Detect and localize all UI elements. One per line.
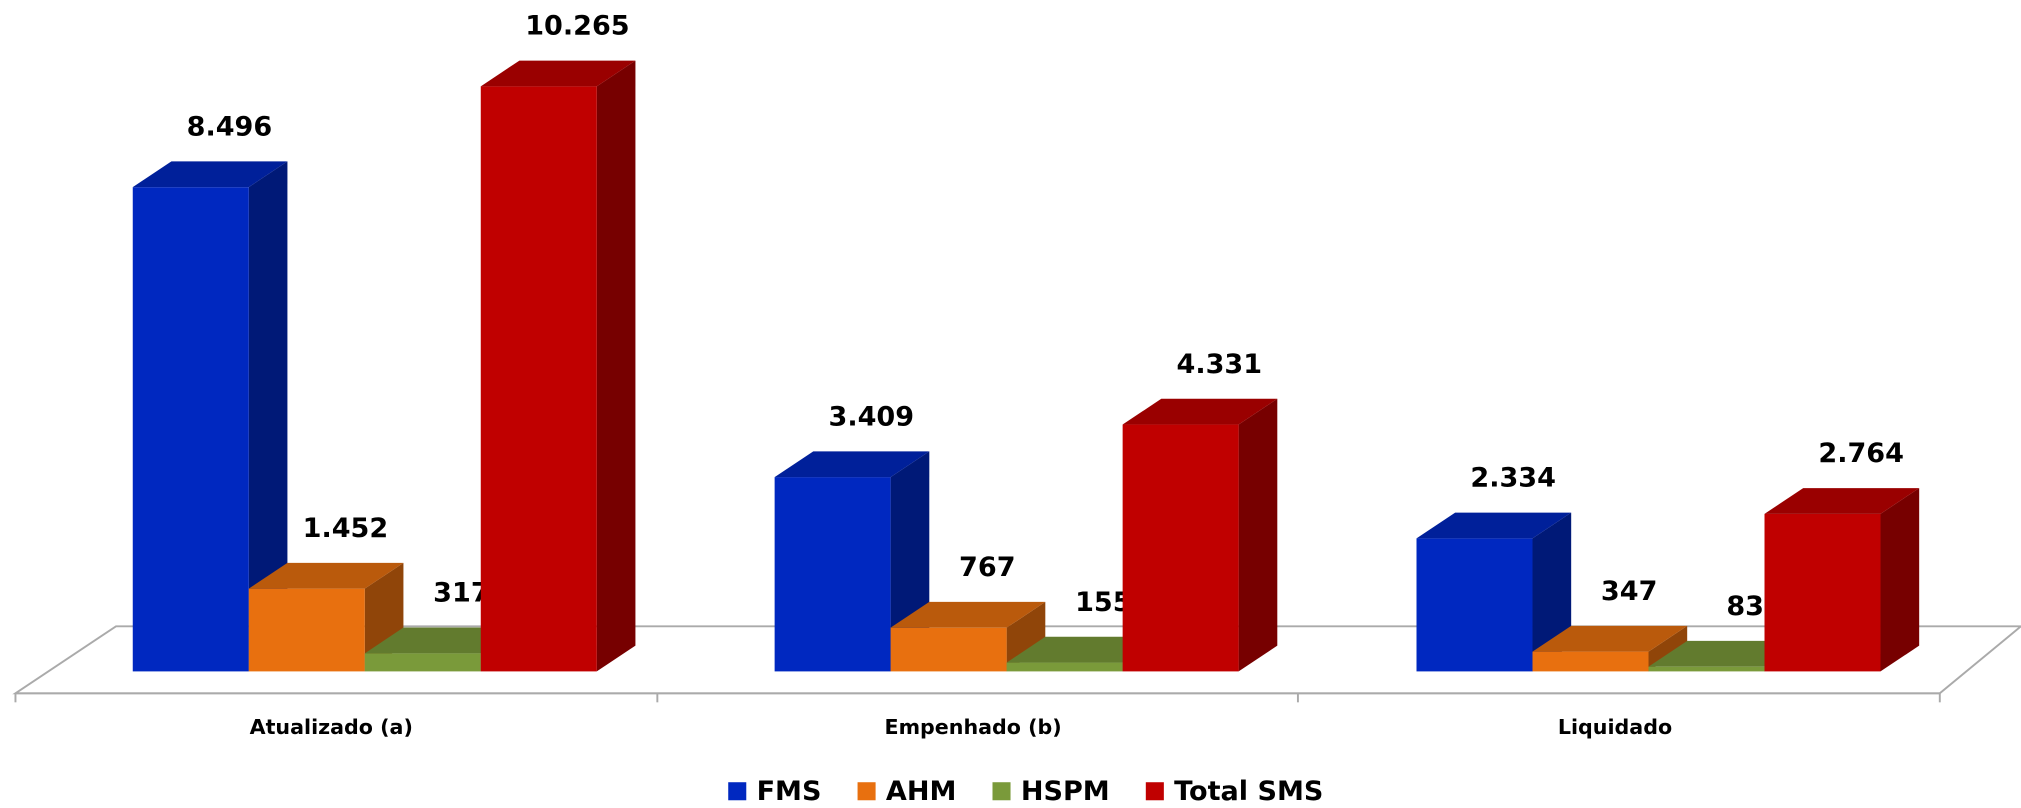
legend-swatch xyxy=(1145,782,1164,801)
bar xyxy=(480,86,597,672)
bar-side xyxy=(1648,625,1688,672)
legend-swatch xyxy=(728,782,747,801)
bar xyxy=(1648,666,1765,672)
bar-top xyxy=(890,601,1046,628)
bar xyxy=(1764,513,1881,672)
bar-top xyxy=(1006,636,1162,663)
value-label: 155 xyxy=(1075,587,1131,618)
value-label: 10.265 xyxy=(525,11,629,42)
value-label: 3.409 xyxy=(829,401,915,432)
legend-label: HSPM xyxy=(1021,776,1110,807)
bar xyxy=(132,187,249,672)
bar-side xyxy=(1880,488,1920,672)
bar-side xyxy=(1532,512,1572,672)
value-label: 8.496 xyxy=(187,111,273,142)
bar xyxy=(1416,538,1533,672)
bar xyxy=(248,588,365,672)
bar-top xyxy=(248,562,404,589)
bar-top xyxy=(1416,512,1572,539)
x-tick-label: Empenhado (b) xyxy=(885,715,1062,739)
bar xyxy=(1122,424,1239,672)
value-label: 83 xyxy=(1726,591,1764,622)
legend-label: AHM xyxy=(886,776,956,807)
legend-swatch xyxy=(857,782,876,801)
bar-side xyxy=(248,161,288,672)
x-tick-label: Atualizado (a) xyxy=(250,715,413,739)
bar xyxy=(774,477,891,672)
bar xyxy=(1006,662,1123,672)
legend-swatch xyxy=(992,782,1011,801)
bar xyxy=(1532,651,1649,672)
value-label: 2.334 xyxy=(1470,463,1556,494)
value-label: 767 xyxy=(959,552,1015,583)
value-label: 347 xyxy=(1601,576,1657,607)
bar-top xyxy=(1764,488,1920,514)
bar-top xyxy=(774,451,930,478)
bar xyxy=(890,627,1007,672)
bar-side xyxy=(1238,398,1278,672)
bar-side xyxy=(1006,601,1046,672)
value-label: 1.452 xyxy=(303,513,389,544)
legend-label: Total SMS xyxy=(1174,776,1323,807)
x-tick-label: Liquidado xyxy=(1558,715,1672,739)
bar-top xyxy=(480,60,636,87)
value-label: 4.331 xyxy=(1177,349,1263,380)
value-label: 2.764 xyxy=(1818,438,1904,469)
bar xyxy=(364,653,481,672)
bar-top xyxy=(132,161,288,188)
legend-label: FMS xyxy=(757,776,822,807)
bar-top xyxy=(1122,398,1278,425)
bar-side xyxy=(596,60,636,672)
value-label: 317 xyxy=(433,578,489,609)
bar-top xyxy=(1532,625,1688,652)
